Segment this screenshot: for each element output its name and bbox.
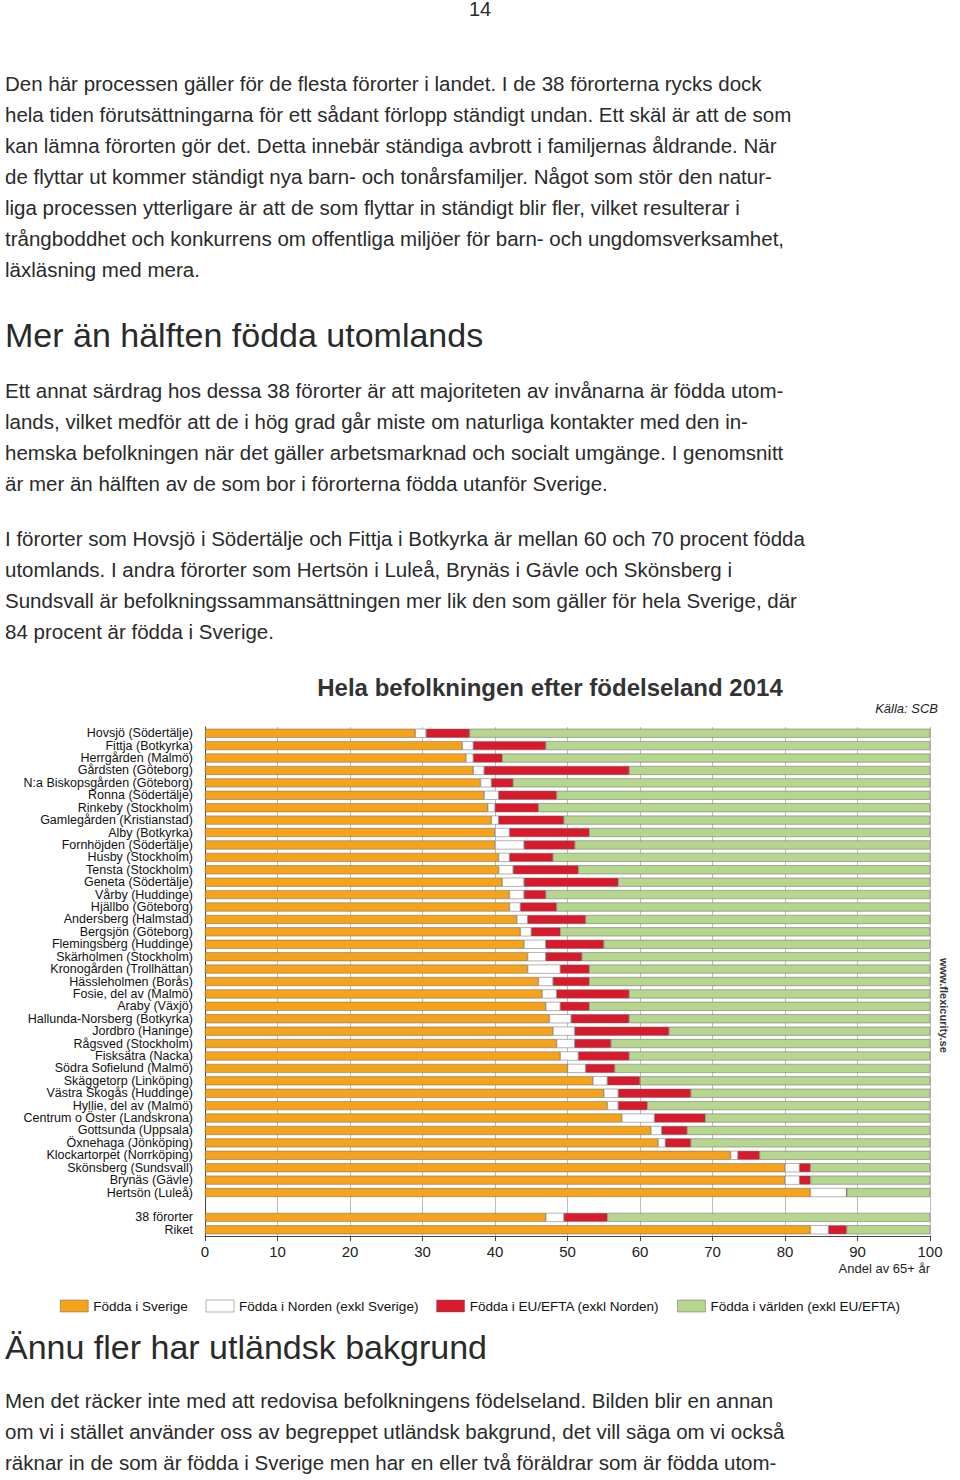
svg-text:Alby (Botkyrka): Alby (Botkyrka) (108, 825, 193, 840)
svg-text:Fisksätra (Nacka): Fisksätra (Nacka) (95, 1049, 193, 1063)
svg-text:Hässleholmen (Borås): Hässleholmen (Borås) (69, 974, 193, 989)
svg-text:Västra Skogås (Huddinge): Västra Skogås (Huddinge) (46, 1086, 193, 1101)
svg-text:Bergsjön (Göteborg): Bergsjön (Göteborg) (79, 924, 193, 939)
html-text:om vi i stället använder oss a: om vi i stället använder oss av begreppe… (5, 1420, 785, 1443)
svg-text:Jordbro (Haninge): Jordbro (Haninge) (92, 1024, 193, 1039)
svg-text:30: 30 (414, 1243, 431, 1260)
html-text:I förorter som Hovsjö i Södert: I förorter som Hovsjö i Södertälje och F… (5, 527, 805, 550)
svg-text:Geneta (Södertälje): Geneta (Södertälje) (83, 875, 193, 890)
html-text:hela tiden förutsättningarna f: hela tiden förutsättningarna för ett såd… (5, 103, 792, 126)
html-text:Den här processen gäller för d: Den här processen gäller för de flesta f… (5, 72, 762, 95)
svg-text:Rinkeby (Stockholm): Rinkeby (Stockholm) (77, 800, 193, 815)
svg-text:Födda i Norden (exkl Sverige): Födda i Norden (exkl Sverige) (239, 1299, 418, 1314)
svg-text:40: 40 (487, 1243, 504, 1260)
svg-text:Kronogården (Trollhättan): Kronogården (Trollhättan) (50, 962, 193, 977)
html-text:Ett annat särdrag hos dessa 38: Ett annat särdrag hos dessa 38 förorter … (5, 379, 784, 402)
svg-text:Vårby (Huddinge): Vårby (Huddinge) (95, 887, 193, 902)
svg-text:20: 20 (342, 1243, 359, 1260)
svg-text:Herrgården (Malmö): Herrgården (Malmö) (80, 751, 193, 765)
svg-text:80: 80 (777, 1243, 794, 1260)
html-text:Sundsvall är befolkningssamman: Sundsvall är befolkningssammansättningen… (5, 589, 797, 612)
svg-text:Gamlegården (Kristianstad): Gamlegården (Kristianstad) (40, 813, 193, 828)
html-text:Men det räcker inte med att re: Men det räcker inte med att redovisa bef… (5, 1389, 774, 1412)
svg-text:Gottsunda (Uppsala): Gottsunda (Uppsala) (77, 1123, 193, 1138)
svg-text:Fornhöjden (Södertälje): Fornhöjden (Södertälje) (61, 837, 193, 852)
svg-text:Klockartorpet (Norrköping): Klockartorpet (Norrköping) (46, 1148, 193, 1163)
svg-text:60: 60 (632, 1243, 649, 1260)
svg-text:Araby (Växjö): Araby (Växjö) (117, 999, 193, 1014)
svg-text:Gårdsten (Göteborg): Gårdsten (Göteborg) (77, 763, 193, 778)
html-text:trångboddhet och konkurrens om: trångboddhet och konkurrens om offentlig… (5, 227, 784, 250)
svg-text:Hovsjö (Södertälje): Hovsjö (Södertälje) (86, 726, 193, 741)
svg-text:Ronna (Södertälje): Ronna (Södertälje) (88, 788, 193, 803)
html-text:utomlands. I andra förorter so: utomlands. I andra förorter som Hertsön … (5, 558, 732, 581)
html-text:84 procent är födda i Sverige.: 84 procent är födda i Sverige. (5, 620, 274, 643)
svg-text:Hallunda-Norsberg (Botkyrka): Hallunda-Norsberg (Botkyrka) (27, 1011, 193, 1026)
svg-text:Hela befolkningen efter födels: Hela befolkningen efter födelseland 2014 (317, 674, 783, 701)
svg-text:38 förorter: 38 förorter (135, 1210, 193, 1225)
html-text:liga processen ytterligare är: liga processen ytterligare är att de som… (5, 196, 740, 219)
svg-text:Fittja (Botkyrka): Fittja (Botkyrka) (105, 738, 193, 753)
svg-text:Södra Sofielund (Malmö): Södra Sofielund (Malmö) (54, 1061, 193, 1076)
svg-text:Tensta (Stockholm): Tensta (Stockholm) (86, 862, 193, 877)
svg-text:Husby (Stockholm): Husby (Stockholm) (87, 850, 193, 865)
html-text:Mer än hälften födda utomlands: Mer än hälften födda utomlands (5, 316, 484, 354)
html-text:Ännu fler har utländsk bakgrun: Ännu fler har utländsk bakgrund (5, 1328, 487, 1366)
svg-text:100: 100 (917, 1243, 942, 1260)
svg-text:Andersberg (Halmstad): Andersberg (Halmstad) (63, 912, 193, 927)
svg-text:90: 90 (849, 1243, 866, 1260)
html-text:läxläsning med mera.: läxläsning med mera. (5, 258, 200, 281)
svg-text:Källa: SCB: Källa: SCB (875, 701, 938, 716)
svg-text:Flemingsberg (Huddinge): Flemingsberg (Huddinge) (52, 937, 193, 952)
svg-text:Skäggetorp (Linköping): Skäggetorp (Linköping) (63, 1073, 193, 1088)
svg-text:Öxnehaga (Jönköping): Öxnehaga (Jönköping) (66, 1135, 193, 1150)
svg-text:Riket: Riket (165, 1223, 194, 1237)
svg-text:50: 50 (559, 1243, 576, 1260)
html-text:hemska befolkningen när det gä: hemska befolkningen när det gäller arbet… (5, 441, 784, 464)
svg-text:Födda i Sverige: Födda i Sverige (93, 1299, 188, 1314)
svg-text:10: 10 (269, 1243, 286, 1260)
svg-text:Skärholmen (Stockholm): Skärholmen (Stockholm) (56, 949, 193, 964)
svg-text:70: 70 (704, 1243, 721, 1260)
html-text:kan lämna förorten gör det. De: kan lämna förorten gör det. Detta innebä… (5, 134, 777, 157)
svg-text:Hyllie, del av (Malmö): Hyllie, del av (Malmö) (72, 1098, 193, 1113)
html-text:lands, vilket medför att de i: lands, vilket medför att de i hög grad g… (5, 410, 748, 433)
html-text:räknar in de som är födda i Sv: räknar in de som är födda i Sverige men … (5, 1451, 777, 1474)
html-text:de flyttar ut kommer ständigt: de flyttar ut kommer ständigt nya barn- … (5, 165, 772, 188)
svg-text:Födda i världen (exkl EU/EFTA): Födda i världen (exkl EU/EFTA) (710, 1299, 900, 1314)
svg-text:Rågsved (Stockholm): Rågsved (Stockholm) (73, 1036, 193, 1051)
svg-text:Hertsön (Luleå): Hertsön (Luleå) (107, 1186, 193, 1200)
svg-text:Hjällbo (Göteborg): Hjällbo (Göteborg) (90, 900, 193, 914)
html-text:är mer än hälften av de som bo: är mer än hälften av de som bor i förort… (5, 472, 608, 495)
svg-text:Brynäs (Gävle): Brynäs (Gävle) (109, 1173, 193, 1188)
svg-text:Andel av 65+ år: Andel av 65+ år (839, 1261, 931, 1276)
svg-text:N:a Biskopsgården (Göteborg): N:a Biskopsgården (Göteborg) (23, 775, 193, 790)
svg-text:0: 0 (201, 1243, 209, 1260)
svg-text:Skönsberg (Sundsvall): Skönsberg (Sundsvall) (67, 1160, 193, 1175)
svg-text:Fosie, del av (Malmö): Fosie, del av (Malmö) (72, 986, 193, 1001)
svg-text:Födda i EU/EFTA (exkl Norden): Födda i EU/EFTA (exkl Norden) (470, 1299, 659, 1314)
svg-text:www.flexicurity.se: www.flexicurity.se (938, 957, 950, 1053)
svg-text:Centrum o Öster (Landskrona): Centrum o Öster (Landskrona) (23, 1111, 193, 1126)
